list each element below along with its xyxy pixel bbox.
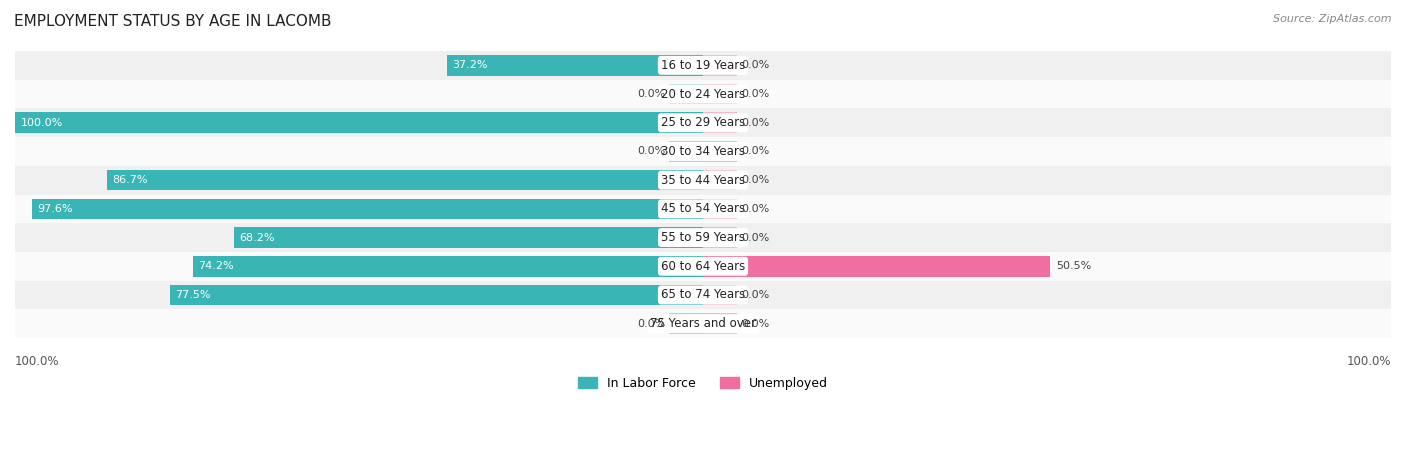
- Text: 30 to 34 Years: 30 to 34 Years: [661, 145, 745, 158]
- Bar: [107, 170, 703, 190]
- Text: EMPLOYMENT STATUS BY AGE IN LACOMB: EMPLOYMENT STATUS BY AGE IN LACOMB: [14, 14, 332, 28]
- Bar: [15, 137, 1391, 166]
- Bar: [15, 223, 1391, 252]
- Text: 100.0%: 100.0%: [15, 355, 59, 368]
- Text: 60 to 64 Years: 60 to 64 Years: [661, 260, 745, 273]
- Bar: [703, 84, 737, 104]
- Bar: [15, 108, 1391, 137]
- Bar: [703, 170, 737, 190]
- Bar: [15, 309, 1391, 338]
- Text: 100.0%: 100.0%: [21, 118, 63, 128]
- Text: Source: ZipAtlas.com: Source: ZipAtlas.com: [1274, 14, 1392, 23]
- Text: 50.5%: 50.5%: [1056, 261, 1091, 271]
- Text: 0.0%: 0.0%: [741, 319, 769, 328]
- Text: 55 to 59 Years: 55 to 59 Years: [661, 231, 745, 244]
- Bar: [703, 198, 737, 219]
- Text: 45 to 54 Years: 45 to 54 Years: [661, 202, 745, 216]
- Bar: [703, 227, 737, 248]
- Bar: [170, 285, 703, 305]
- Text: 65 to 74 Years: 65 to 74 Years: [661, 288, 745, 302]
- Text: 0.0%: 0.0%: [637, 89, 665, 99]
- Text: 37.2%: 37.2%: [453, 60, 488, 70]
- Text: 100.0%: 100.0%: [1347, 355, 1391, 368]
- Text: 0.0%: 0.0%: [637, 319, 665, 328]
- Bar: [193, 256, 703, 277]
- Bar: [15, 252, 1391, 281]
- Text: 16 to 19 Years: 16 to 19 Years: [661, 59, 745, 72]
- Bar: [669, 84, 703, 104]
- Bar: [15, 112, 703, 133]
- Text: 0.0%: 0.0%: [741, 233, 769, 243]
- Bar: [703, 285, 737, 305]
- Bar: [15, 281, 1391, 309]
- Bar: [703, 55, 737, 76]
- Text: 0.0%: 0.0%: [741, 60, 769, 70]
- Legend: In Labor Force, Unemployed: In Labor Force, Unemployed: [572, 372, 834, 395]
- Text: 0.0%: 0.0%: [741, 175, 769, 185]
- Bar: [703, 141, 737, 162]
- Bar: [15, 166, 1391, 194]
- Bar: [703, 256, 1050, 277]
- Bar: [703, 112, 737, 133]
- Bar: [15, 194, 1391, 223]
- Text: 0.0%: 0.0%: [741, 146, 769, 157]
- Bar: [15, 51, 1391, 80]
- Text: 86.7%: 86.7%: [112, 175, 148, 185]
- Text: 77.5%: 77.5%: [176, 290, 211, 300]
- Text: 0.0%: 0.0%: [741, 290, 769, 300]
- Text: 75 Years and over: 75 Years and over: [650, 317, 756, 330]
- Bar: [31, 198, 703, 219]
- Bar: [669, 141, 703, 162]
- Text: 0.0%: 0.0%: [741, 118, 769, 128]
- Text: 74.2%: 74.2%: [198, 261, 233, 271]
- Text: 0.0%: 0.0%: [637, 146, 665, 157]
- Text: 68.2%: 68.2%: [239, 233, 274, 243]
- Text: 35 to 44 Years: 35 to 44 Years: [661, 174, 745, 187]
- Bar: [669, 313, 703, 334]
- Bar: [703, 313, 737, 334]
- Text: 25 to 29 Years: 25 to 29 Years: [661, 116, 745, 129]
- Text: 0.0%: 0.0%: [741, 89, 769, 99]
- Text: 0.0%: 0.0%: [741, 204, 769, 214]
- Bar: [447, 55, 703, 76]
- Text: 97.6%: 97.6%: [37, 204, 73, 214]
- Bar: [233, 227, 703, 248]
- Text: 20 to 24 Years: 20 to 24 Years: [661, 88, 745, 100]
- Bar: [15, 80, 1391, 108]
